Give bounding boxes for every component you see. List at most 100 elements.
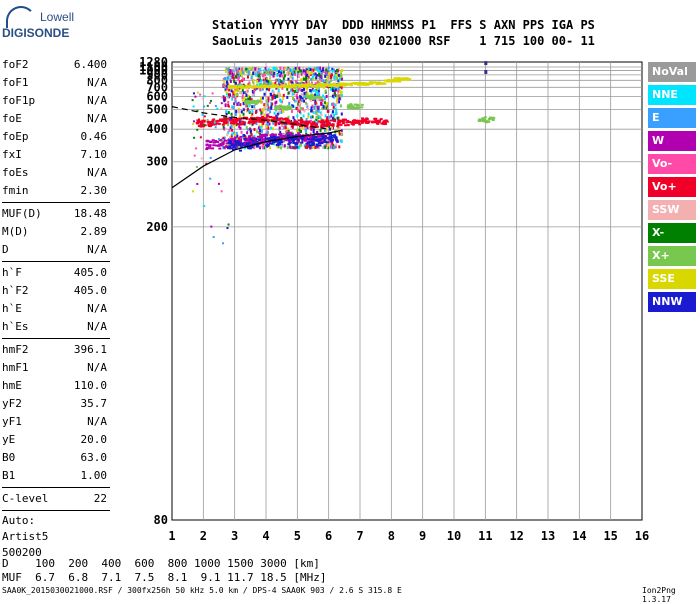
trace-point bbox=[263, 117, 267, 120]
trace-point bbox=[239, 86, 243, 89]
echo-point bbox=[292, 67, 295, 71]
trace-point bbox=[354, 81, 358, 84]
echo-point bbox=[328, 140, 331, 144]
legend-item: X- bbox=[648, 223, 696, 243]
trace-point bbox=[377, 81, 381, 84]
echo-point bbox=[316, 92, 319, 96]
trace-point bbox=[305, 125, 309, 128]
trace-point bbox=[400, 77, 404, 80]
echo-point bbox=[316, 121, 319, 125]
echo-point bbox=[310, 68, 313, 72]
trace-point bbox=[333, 134, 337, 137]
echo-point bbox=[296, 145, 299, 149]
param-key: h`Es bbox=[2, 320, 29, 333]
echo-point bbox=[243, 96, 246, 100]
trace-point bbox=[323, 140, 327, 143]
echo-point bbox=[299, 107, 302, 111]
param-row: h`F2 405.0 bbox=[2, 282, 110, 300]
trace-point bbox=[288, 132, 292, 135]
echo-point bbox=[245, 125, 248, 129]
echo-point bbox=[302, 76, 305, 80]
trace-point bbox=[236, 117, 240, 120]
echo-point bbox=[331, 89, 334, 93]
echo-point bbox=[264, 67, 267, 71]
echo-point bbox=[306, 143, 309, 147]
trace-point bbox=[244, 139, 248, 142]
param-key: hmE bbox=[2, 379, 22, 392]
trace-point bbox=[281, 122, 285, 125]
x-tick-label: 15 bbox=[603, 529, 617, 543]
trace-point bbox=[238, 143, 242, 146]
trace-point bbox=[273, 133, 277, 136]
echo-point bbox=[221, 139, 224, 142]
echo-point bbox=[332, 105, 335, 109]
echo-point bbox=[322, 145, 325, 149]
trace-point bbox=[293, 85, 297, 88]
logo-line2: DIGISONDE bbox=[2, 26, 70, 40]
echo-point bbox=[199, 93, 202, 96]
param-key: MUF(D) bbox=[2, 207, 42, 220]
echo-point bbox=[314, 99, 317, 103]
trace-point bbox=[279, 106, 283, 109]
echo-point bbox=[315, 88, 318, 92]
trace-point bbox=[257, 100, 261, 103]
echo-point bbox=[335, 73, 338, 77]
trace-point bbox=[229, 119, 233, 122]
trace-point bbox=[291, 135, 295, 138]
station-header: Station YYYY DAY DDD HHMMSS P1 FFS S AXN… bbox=[212, 17, 595, 49]
param-value: 0.46 bbox=[80, 130, 108, 143]
trace-point bbox=[311, 126, 315, 129]
param-value: 18.48 bbox=[73, 207, 107, 220]
echo-point bbox=[241, 96, 244, 100]
trace-point bbox=[229, 87, 233, 90]
echo-point bbox=[332, 93, 335, 97]
echo-point bbox=[305, 76, 308, 80]
trace-point bbox=[300, 119, 304, 122]
echo-point bbox=[222, 77, 225, 81]
echo-point bbox=[286, 127, 289, 131]
echo-point bbox=[278, 118, 281, 122]
echo-point bbox=[324, 74, 327, 78]
echo-point bbox=[267, 126, 270, 130]
echo-point bbox=[316, 80, 319, 84]
echo-point bbox=[325, 102, 328, 106]
trace-point bbox=[321, 119, 325, 122]
param-value: 405.0 bbox=[73, 266, 107, 279]
trace-point bbox=[294, 142, 298, 145]
trace-point bbox=[255, 145, 259, 148]
echo-point bbox=[296, 129, 299, 133]
trace-point bbox=[297, 83, 301, 86]
trace-point bbox=[316, 139, 320, 142]
trace-point bbox=[310, 138, 314, 141]
trace-point bbox=[269, 85, 273, 88]
echo-point bbox=[261, 87, 264, 91]
x-tick-label: 4 bbox=[262, 529, 269, 543]
trace-point bbox=[244, 102, 248, 105]
echo-point bbox=[340, 94, 343, 98]
trace-point bbox=[256, 99, 260, 102]
trace-point bbox=[315, 143, 319, 146]
trace-point bbox=[264, 133, 268, 136]
echo-point bbox=[336, 68, 339, 72]
trace-point bbox=[287, 139, 291, 142]
trace-point bbox=[268, 142, 272, 145]
echo-point bbox=[231, 74, 234, 78]
echo-point bbox=[245, 94, 248, 98]
param-key: yF2 bbox=[2, 397, 22, 410]
trace-point bbox=[477, 120, 481, 123]
echo-point bbox=[258, 131, 261, 135]
trace-point bbox=[244, 142, 248, 145]
trace-point bbox=[287, 119, 291, 122]
echo-point bbox=[279, 93, 282, 97]
echo-point bbox=[303, 91, 306, 95]
param-key: D bbox=[2, 243, 9, 256]
echo-point bbox=[312, 130, 315, 134]
echo-point bbox=[227, 70, 230, 74]
trace-point bbox=[292, 137, 296, 140]
echo-point bbox=[263, 92, 266, 96]
echo-point bbox=[292, 71, 295, 75]
trace-point bbox=[214, 140, 218, 143]
echo-point bbox=[269, 146, 272, 150]
echo-point bbox=[231, 128, 234, 132]
echo-point bbox=[315, 118, 318, 122]
